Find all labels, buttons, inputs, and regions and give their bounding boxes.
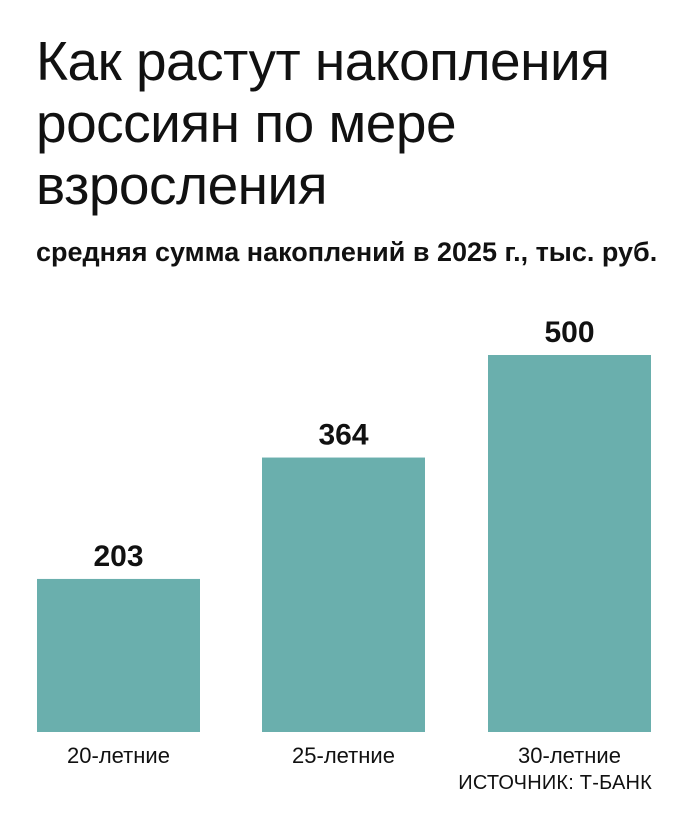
bar-2 bbox=[262, 457, 425, 732]
bar-value-label-3: 500 bbox=[544, 316, 594, 349]
bars-group bbox=[37, 355, 651, 732]
bar-value-label-2: 364 bbox=[318, 419, 368, 452]
category-label-1: 20-летние bbox=[67, 743, 170, 768]
chart-title: Как растут накопления россиян по мере вз… bbox=[36, 30, 610, 216]
bar-1 bbox=[37, 578, 200, 732]
category-label-3: 30-летние bbox=[518, 743, 621, 768]
category-label-2: 25-летние bbox=[292, 743, 395, 768]
value-labels-group: 203 364 500 bbox=[93, 316, 594, 573]
bar-value-label-1: 203 bbox=[93, 540, 143, 573]
category-labels-group: 20-летние 25-летние 30-летние bbox=[67, 743, 621, 768]
source-note: ИСТОЧНИК: Т-БАНК bbox=[458, 772, 652, 794]
bar-3 bbox=[488, 355, 651, 732]
chart-subtitle: средняя сумма накоплений в 2025 г., тыс.… bbox=[36, 237, 658, 267]
